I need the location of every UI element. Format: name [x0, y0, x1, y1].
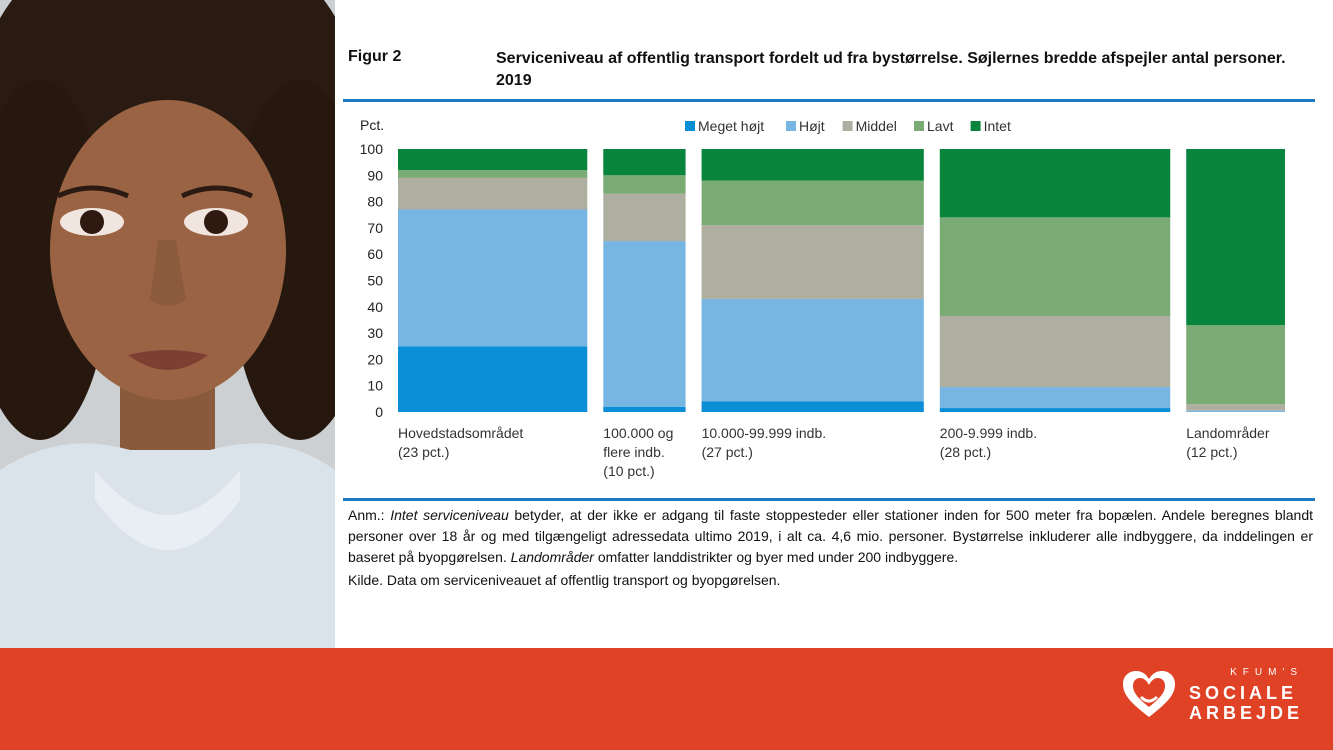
note-italic-landomrader: Landområder	[510, 549, 594, 565]
legend-swatch	[914, 121, 924, 131]
logo-text-arbejde: ARBEJDE	[1188, 703, 1303, 723]
chart-source: Kilde. Data om serviceniveauet af offent…	[348, 572, 781, 588]
bar-segment	[398, 177, 588, 210]
bar-segment	[603, 149, 686, 176]
bar-segment	[939, 387, 1171, 409]
legend-label: Intet	[984, 118, 1011, 134]
x-category-label: flere indb.	[603, 444, 664, 460]
x-category-label: Hovedstadsområdet	[398, 425, 523, 441]
chart-svg: Pct. 0 10 20 30 40 50 60 70 80 90 100 Meget højt Højt…	[360, 117, 1285, 479]
bar-segment	[398, 149, 588, 171]
legend-swatch	[970, 121, 981, 131]
chart-note: Anm.: Intet serviceniveau betyder, at de…	[348, 505, 1313, 568]
chart: Pct. 0 10 20 30 40 50 60 70 80 90 100 Meget højt Højt…	[345, 104, 1315, 495]
bar-segment	[398, 346, 588, 412]
y-tick-label: 20	[367, 351, 383, 367]
y-tick-label: 60	[367, 246, 383, 262]
bar-segment	[603, 241, 686, 407]
bar-segment	[603, 175, 686, 194]
bar-segment	[1186, 404, 1285, 411]
y-tick-label: 50	[367, 273, 383, 289]
legend-swatch	[786, 121, 796, 131]
kfums-logo: KFUM'S SOCIALE ARBEJDE	[1121, 668, 1303, 722]
y-axis-label: Pct.	[360, 117, 384, 133]
bar-segment	[1186, 410, 1285, 412]
figure-title: Serviceniveau af offentlig transport for…	[496, 50, 1286, 89]
bar-segment	[939, 217, 1171, 317]
bar-segment	[701, 180, 924, 226]
y-tick-label: 70	[367, 220, 383, 236]
legend-label: Lavt	[927, 118, 954, 134]
x-category-label: Landområder	[1186, 425, 1270, 441]
bar-segment	[701, 298, 924, 402]
bar-segment	[398, 170, 588, 178]
logo-text-kfums: KFUM'S	[1230, 667, 1303, 678]
x-category-label: (23 pct.)	[398, 444, 449, 460]
bar-segment	[701, 149, 924, 181]
figure-label: Figur 2	[348, 48, 402, 65]
note-italic-intet: Intet serviceniveau	[390, 507, 509, 523]
y-tick-label: 10	[367, 378, 383, 394]
y-tick-label: 80	[367, 194, 383, 210]
x-category-label: 100.000 og	[603, 425, 673, 441]
bar-segment	[603, 193, 686, 242]
legend-label: Meget højt	[698, 118, 764, 134]
bar-segment	[603, 406, 686, 412]
bar-segment	[701, 225, 924, 299]
legend-label: Højt	[799, 118, 825, 134]
y-tick-label: 100	[360, 141, 384, 157]
top-rule	[343, 99, 1315, 102]
legend-label: Middel	[856, 118, 897, 134]
note-prefix: Anm.:	[348, 507, 391, 523]
bar-segment	[939, 149, 1171, 218]
footer-band: KFUM'S SOCIALE ARBEJDE	[0, 648, 1333, 750]
x-category-label: (10 pct.)	[603, 463, 654, 479]
bar-segment	[1186, 325, 1285, 405]
bar-segment	[398, 209, 588, 347]
bar-segment	[939, 408, 1171, 412]
portrait-photo	[0, 0, 335, 648]
bar-segment	[701, 401, 924, 412]
x-category-label: (28 pct.)	[940, 444, 991, 460]
x-category-label: 10.000-99.999 indb.	[702, 425, 827, 441]
y-tick-label: 40	[367, 299, 383, 315]
x-category-label: (27 pct.)	[702, 444, 753, 460]
legend-swatch	[842, 121, 853, 131]
note-text-2: omfatter landdistrikter og byer med unde…	[593, 549, 959, 565]
bar-segment	[1186, 149, 1285, 326]
y-tick-label: 30	[367, 325, 383, 341]
bar-segment	[939, 316, 1171, 388]
heart-logo-icon	[1122, 671, 1175, 717]
bottom-rule	[343, 498, 1315, 501]
logo-text-sociale: SOCIALE	[1188, 683, 1297, 703]
legend-swatch	[685, 121, 695, 131]
x-category-label: 200-9.999 indb.	[940, 425, 1037, 441]
x-category-label: (12 pct.)	[1186, 444, 1237, 460]
y-tick-label: 90	[367, 167, 383, 183]
y-tick-label: 0	[375, 404, 383, 420]
note-text-1: betyder, at der ikke er adgang til faste…	[348, 507, 1313, 565]
